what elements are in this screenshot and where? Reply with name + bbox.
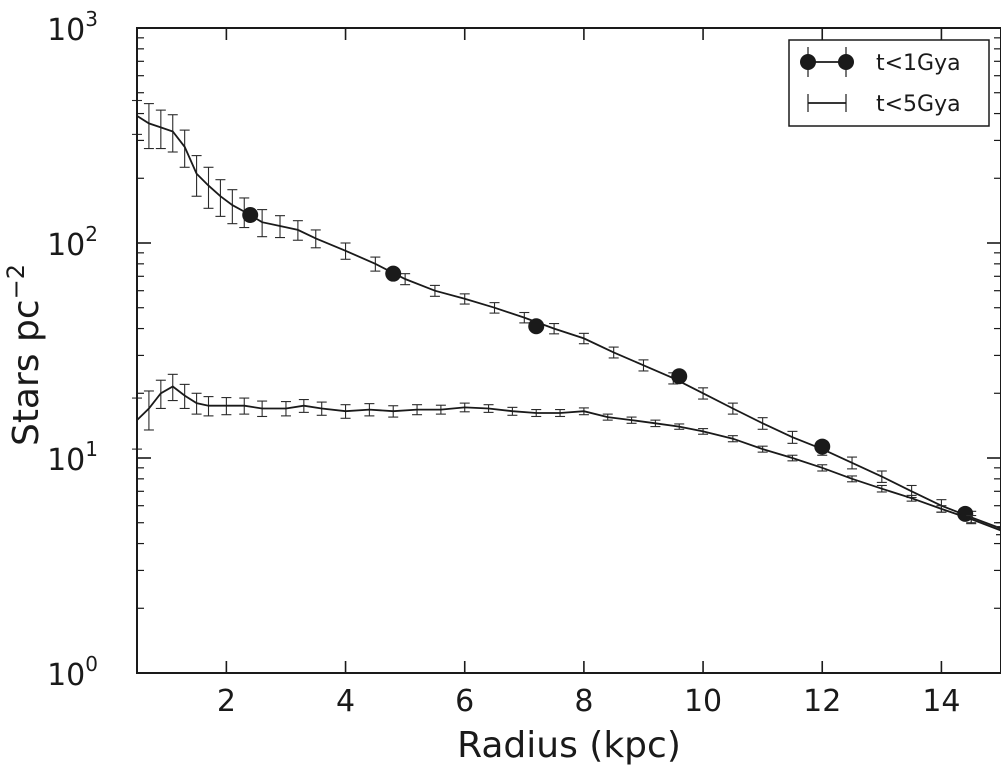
- x-tick-label: 10: [684, 684, 722, 719]
- y-tick-exponent: 2: [85, 222, 98, 246]
- data-point: [385, 265, 402, 282]
- data-point: [671, 368, 688, 385]
- y-axis-label: Stars pc−2: [2, 264, 47, 446]
- y-tick-base: 10: [47, 443, 85, 478]
- y-tick-base: 10: [47, 228, 85, 263]
- y-tick-base: 10: [47, 13, 85, 48]
- x-tick-label: 4: [336, 684, 355, 719]
- y-tick-exponent: 0: [85, 652, 98, 676]
- plot-frame: [136, 27, 1001, 674]
- legend-marker: [838, 54, 854, 70]
- y-tick-exponent: 1: [85, 437, 98, 461]
- x-tick-label: 14: [922, 684, 960, 719]
- data-point: [814, 438, 831, 455]
- legend-label: t<1Gya: [876, 51, 961, 76]
- y-tick-base: 10: [47, 658, 85, 693]
- y-tick-label: 102: [47, 222, 98, 263]
- x-tick-label: 6: [455, 684, 474, 719]
- y-tick-label: 100: [47, 652, 98, 693]
- x-tick-label: 2: [217, 684, 236, 719]
- y-tick-exponent: 3: [85, 7, 98, 31]
- x-tick-label: 12: [803, 684, 841, 719]
- legend: t<1Gya t<5Gya: [788, 39, 990, 127]
- y-axis-label-exponent: −2: [2, 264, 30, 299]
- data-point: [528, 318, 545, 335]
- x-tick-label: 8: [574, 684, 593, 719]
- data-point: [242, 206, 259, 223]
- legend-item-t-lt-5gya: t<5Gya: [807, 92, 961, 117]
- legend-label: t<5Gya: [876, 92, 961, 117]
- legend-marker: [800, 54, 816, 70]
- series-line: [136, 385, 1001, 532]
- legend-item-t-lt-1gya: t<1Gya: [800, 47, 961, 77]
- legend-box: [788, 39, 990, 127]
- x-axis-label: Radius (kpc): [457, 725, 681, 766]
- y-tick-label: 103: [47, 7, 98, 48]
- y-axis-label-main: Stars pc: [6, 299, 47, 446]
- y-tick-label: 101: [47, 437, 98, 478]
- plot-area: [137, 28, 1001, 673]
